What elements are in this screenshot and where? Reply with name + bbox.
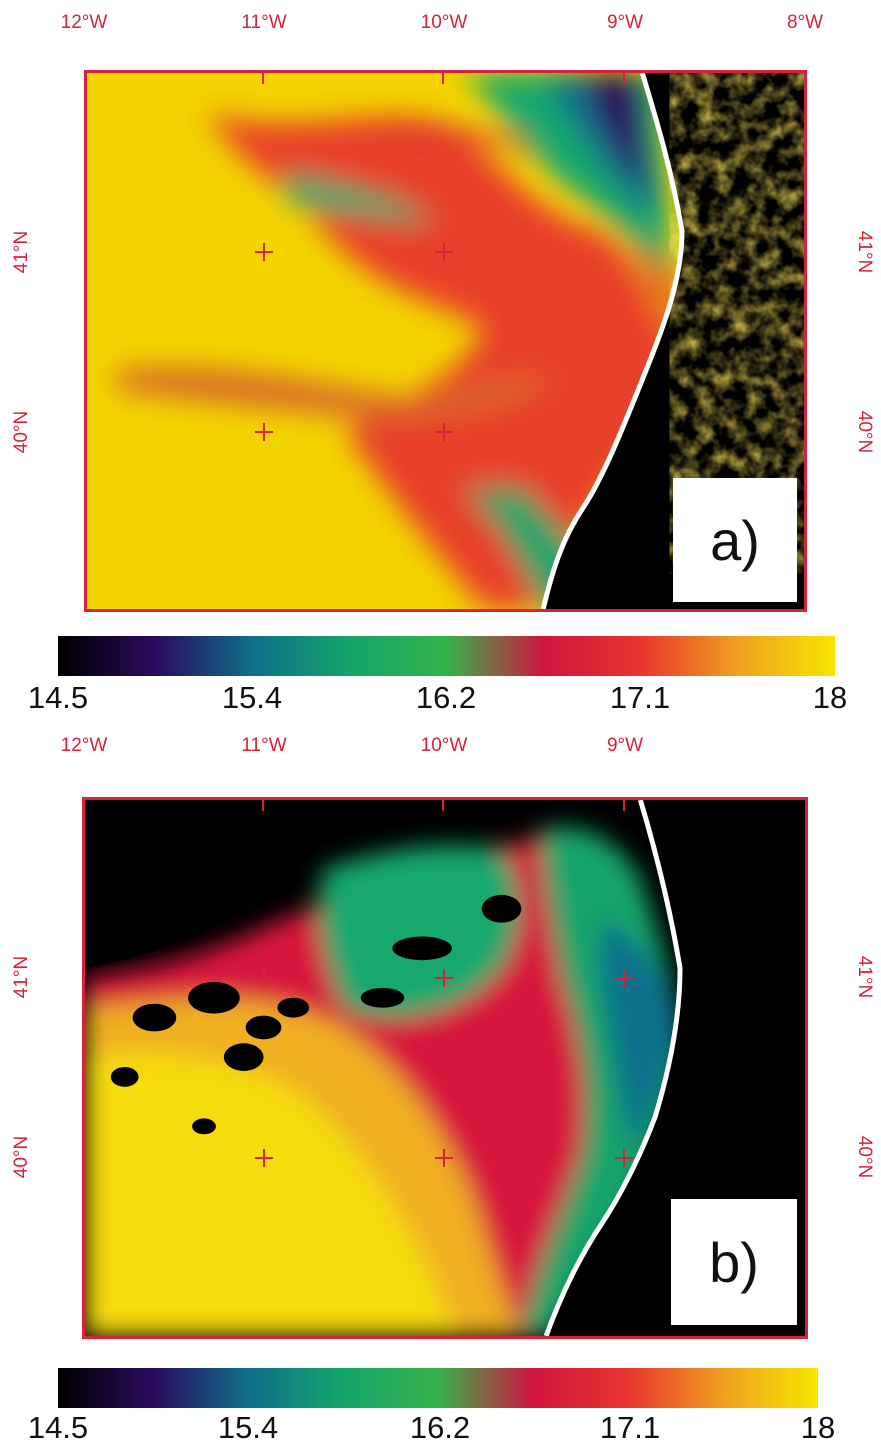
colorbar-a-tick-1: 15.4 bbox=[221, 680, 283, 715]
colorbar-b-tick-1: 15.4 bbox=[217, 1410, 279, 1445]
lat-label-40n-left-b: 40°N bbox=[11, 1135, 32, 1179]
grid-cross-a4v bbox=[443, 423, 445, 441]
lat-label-41n-right-b: 41°N bbox=[854, 955, 875, 999]
grid-cross-a2v bbox=[443, 243, 445, 261]
grid-cross-a1v bbox=[263, 243, 265, 261]
lon-label-11w: 11°W bbox=[241, 12, 287, 33]
lon-label-12w-b: 12°W bbox=[60, 735, 108, 756]
tick-top-10w bbox=[442, 70, 444, 84]
lon-label-9w-b: 9°W bbox=[606, 735, 644, 756]
lon-label-11w-b: 11°W bbox=[241, 735, 287, 756]
lat-label-41n-left: 41°N bbox=[11, 230, 32, 274]
colorbar-a bbox=[58, 636, 835, 676]
colorbar-b-tick-2: 16.2 bbox=[409, 1410, 471, 1445]
colorbar-b bbox=[58, 1368, 818, 1408]
colorbar-b-tick-3: 17.1 bbox=[599, 1410, 661, 1445]
grid-cross-b2v bbox=[443, 969, 445, 987]
colorbar-a-tick-0: 14.5 bbox=[27, 680, 89, 715]
colorbar-a-tick-4: 18 bbox=[812, 680, 848, 715]
map-panel-a: 12°W 11°W 10°W 9°W 8°W 41°N 40°N 41°N 40… bbox=[0, 0, 881, 725]
colorbar-b-tick-0: 14.5 bbox=[27, 1410, 89, 1445]
lat-label-40n-right-b: 40°N bbox=[854, 1135, 875, 1179]
lat-label-41n-left-b: 41°N bbox=[11, 955, 32, 999]
tick-top-9w bbox=[623, 70, 625, 84]
panel-label-a: a) bbox=[673, 478, 797, 602]
lat-label-40n-right: 40°N bbox=[854, 410, 875, 454]
lat-label-40n-left: 40°N bbox=[11, 410, 32, 454]
lon-label-9w: 9°W bbox=[606, 12, 644, 33]
sst-field-a bbox=[87, 73, 804, 609]
tick-top-11w-b bbox=[262, 797, 264, 811]
lon-label-8w: 8°W bbox=[786, 12, 824, 33]
grid-cross-b1v bbox=[263, 969, 265, 987]
map-panel-b: 12°W 11°W 10°W 9°W 41°N 40°N 41°N 40°N bbox=[0, 725, 881, 1453]
lon-label-10w: 10°W bbox=[420, 12, 468, 33]
grid-cross-b3v bbox=[623, 969, 625, 987]
colorbar-a-tick-3: 17.1 bbox=[609, 680, 671, 715]
lon-label-10w-b: 10°W bbox=[420, 735, 468, 756]
sst-map-a bbox=[84, 70, 807, 612]
tick-top-9w-b bbox=[623, 797, 625, 811]
tick-top-10w-b bbox=[442, 797, 444, 811]
lon-label-12w: 12°W bbox=[60, 12, 108, 33]
grid-cross-b6v bbox=[623, 1149, 625, 1167]
tick-top-11w bbox=[262, 70, 264, 84]
grid-cross-b5v bbox=[443, 1149, 445, 1167]
lat-label-41n-right: 41°N bbox=[854, 230, 875, 274]
grid-cross-b4v bbox=[263, 1149, 265, 1167]
colorbar-b-tick-4: 18 bbox=[800, 1410, 836, 1445]
panel-label-b: b) bbox=[671, 1199, 797, 1325]
grid-cross-a3v bbox=[263, 423, 265, 441]
colorbar-a-tick-2: 16.2 bbox=[415, 680, 477, 715]
